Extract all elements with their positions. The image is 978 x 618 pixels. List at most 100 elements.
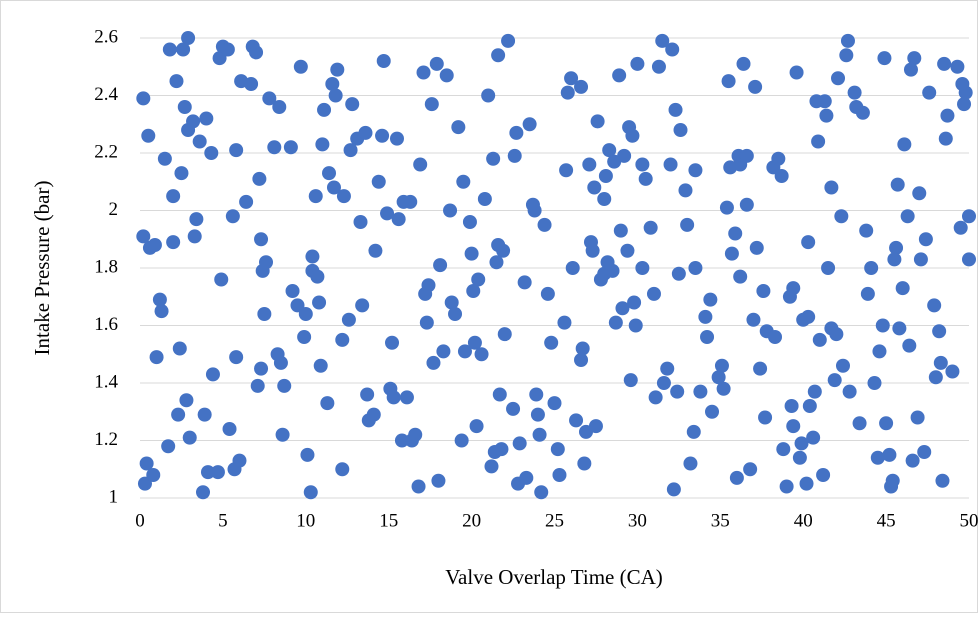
point: [748, 80, 762, 94]
point: [705, 405, 719, 419]
point: [670, 385, 684, 399]
point: [599, 169, 613, 183]
point: [440, 68, 454, 82]
point: [509, 126, 523, 140]
point: [839, 48, 853, 62]
y-tick-label: 2.2: [94, 141, 118, 162]
point: [688, 163, 702, 177]
y-tick-label: 1.4: [94, 371, 118, 392]
point: [214, 273, 228, 287]
point: [481, 89, 495, 103]
point: [355, 298, 369, 312]
point: [198, 408, 212, 422]
point: [667, 482, 681, 496]
point: [506, 402, 520, 416]
point: [528, 204, 542, 218]
point: [678, 183, 692, 197]
point: [864, 261, 878, 275]
point: [753, 362, 767, 376]
point: [274, 356, 288, 370]
point: [577, 457, 591, 471]
point: [299, 307, 313, 321]
point: [310, 270, 324, 284]
point: [150, 350, 164, 364]
point: [523, 117, 537, 131]
point: [700, 330, 714, 344]
point: [861, 287, 875, 301]
point: [771, 152, 785, 166]
point: [557, 316, 571, 330]
point: [163, 43, 177, 57]
point: [226, 209, 240, 223]
point: [206, 367, 220, 381]
point: [620, 244, 634, 258]
point: [420, 316, 434, 330]
point: [257, 307, 271, 321]
point: [821, 261, 835, 275]
point: [377, 54, 391, 68]
point: [431, 474, 445, 488]
x-tick-label: 10: [296, 510, 315, 531]
point: [892, 321, 906, 335]
point: [354, 215, 368, 229]
point: [582, 158, 596, 172]
point: [518, 275, 532, 289]
point: [740, 149, 754, 163]
point: [841, 34, 855, 48]
point: [740, 198, 754, 212]
point: [566, 261, 580, 275]
point: [294, 60, 308, 74]
point: [342, 313, 356, 327]
point: [597, 192, 611, 206]
point: [486, 152, 500, 166]
point: [576, 342, 590, 356]
point: [768, 330, 782, 344]
y-tick-label: 1.8: [94, 256, 118, 277]
point: [649, 390, 663, 404]
point: [223, 422, 237, 436]
point: [660, 362, 674, 376]
y-tick-label: 1.2: [94, 429, 118, 450]
point: [922, 86, 936, 100]
point: [448, 307, 462, 321]
point: [390, 132, 404, 146]
point: [665, 43, 679, 57]
point: [896, 281, 910, 295]
point: [730, 471, 744, 485]
point: [146, 468, 160, 482]
point: [629, 319, 643, 333]
point: [867, 376, 881, 390]
point: [335, 462, 349, 476]
point: [551, 442, 565, 456]
point: [962, 252, 976, 266]
point: [717, 382, 731, 396]
point: [426, 356, 440, 370]
y-tick-label: 1.6: [94, 314, 118, 335]
point: [501, 34, 515, 48]
point: [186, 114, 200, 128]
point: [586, 244, 600, 258]
point: [433, 258, 447, 272]
point: [244, 77, 258, 91]
point: [174, 166, 188, 180]
point: [733, 270, 747, 284]
point: [959, 86, 973, 100]
point: [166, 189, 180, 203]
point: [939, 132, 953, 146]
point: [672, 267, 686, 281]
point: [169, 74, 183, 88]
point: [309, 189, 323, 203]
point: [136, 91, 150, 105]
point: [239, 195, 253, 209]
point: [680, 218, 694, 232]
point: [430, 57, 444, 71]
point: [801, 310, 815, 324]
point: [436, 344, 450, 358]
point: [786, 281, 800, 295]
point: [587, 181, 601, 195]
x-tick-label: 15: [379, 510, 398, 531]
point: [534, 485, 548, 499]
x-axis-title: Valve Overlap Time (CA): [445, 565, 663, 589]
point: [312, 296, 326, 310]
point: [561, 86, 575, 100]
